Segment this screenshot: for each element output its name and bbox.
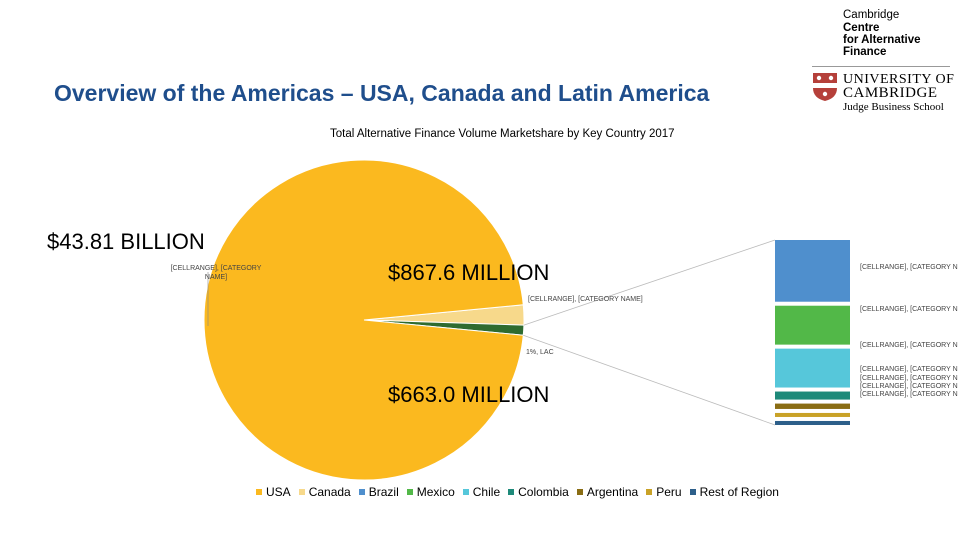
legend-item: Brazil	[358, 485, 399, 499]
chart-title: Total Alternative Finance Volume Markets…	[330, 128, 675, 140]
bar-of-pie-segment	[775, 240, 850, 302]
legend-label: Colombia	[518, 485, 569, 499]
bar-of-pie-segment	[775, 348, 850, 388]
legend-swatch	[298, 489, 305, 495]
legend-label: Brazil	[368, 485, 399, 499]
logo-divider	[812, 66, 950, 67]
legend-item: Peru	[646, 485, 682, 499]
legend-swatch	[689, 489, 696, 495]
connector-line	[523, 334, 776, 426]
pie-slice-usa	[203, 159, 524, 481]
bar-label: [CELLRANGE], [CATEGORY N	[860, 264, 958, 271]
legend-label: Rest of Region	[699, 485, 779, 499]
legend-item: Chile	[462, 485, 501, 499]
legend-label: Argentina	[586, 485, 639, 499]
chart-legend: USA Canada Brazil Mexico Chile Colombia …	[256, 485, 779, 499]
annotation-lac: $663.0 MILLION	[388, 382, 550, 407]
bar-label: [CELLRANGE], [CATEGORY N	[860, 366, 958, 373]
legend-item: Mexico	[406, 485, 455, 499]
logo-uni-line1: UNIVERSITY OF	[843, 72, 955, 87]
bar-of-pie-segment	[775, 403, 850, 409]
bar-label: [CELLRANGE], [CATEGORY N	[860, 375, 958, 382]
bar-of-pie-segment	[775, 305, 850, 345]
logo-centre-line1: Cambridge	[843, 9, 900, 21]
bar-of-pie-segment	[775, 420, 850, 425]
logo-uni-line3: Judge Business School	[843, 101, 944, 113]
legend-item: USA	[256, 485, 291, 499]
bar-of-pie-segment	[775, 391, 850, 400]
logo-centre-line4: Finance	[843, 46, 887, 58]
annotation-usa: $43.81 BILLION	[47, 229, 205, 254]
page-title: Overview of the Americas – USA, Canada a…	[54, 80, 710, 106]
legend-item: Rest of Region	[689, 485, 779, 499]
legend-swatch	[406, 489, 413, 495]
legend-label: Mexico	[416, 485, 455, 499]
logo-uni-line2: CAMBRIDGE	[843, 85, 938, 101]
annotation-canada: $867.6 MILLION	[388, 260, 550, 285]
data-label-lac: 1%, LAC	[526, 349, 554, 356]
logo-centre-line3: for Alternative	[843, 34, 921, 46]
university-crest-icon	[813, 73, 837, 101]
bar-of-pie-segment	[775, 412, 850, 417]
legend-swatch	[646, 489, 653, 495]
legend-swatch	[256, 489, 262, 495]
legend-swatch	[462, 489, 469, 495]
legend-item: Argentina	[576, 485, 639, 499]
legend-label: Peru	[656, 485, 682, 499]
bar-label: [CELLRANGE], [CATEGORY N	[860, 306, 958, 313]
legend-label: USA	[266, 485, 291, 499]
data-label-usa: [CELLRANGE], [CATEGORY NAME]	[170, 265, 262, 281]
legend-label: Canada	[308, 485, 351, 499]
legend-item: Canada	[298, 485, 351, 499]
bar-label: [CELLRANGE], [CATEGORY N	[860, 383, 958, 390]
legend-item: Colombia	[508, 485, 569, 499]
legend-label: Chile	[472, 485, 501, 499]
logo-centre-line2: Centre	[843, 22, 880, 34]
connector-line	[523, 239, 776, 326]
legend-swatch	[576, 489, 583, 495]
legend-swatch	[508, 489, 515, 495]
bar-label: [CELLRANGE], [CATEGORY N	[860, 391, 958, 398]
legend-swatch	[358, 489, 365, 495]
bar-label: [CELLRANGE], [CATEGORY N	[860, 342, 958, 349]
data-label-canada: [CELLRANGE], [CATEGORY NAME]	[528, 296, 643, 303]
